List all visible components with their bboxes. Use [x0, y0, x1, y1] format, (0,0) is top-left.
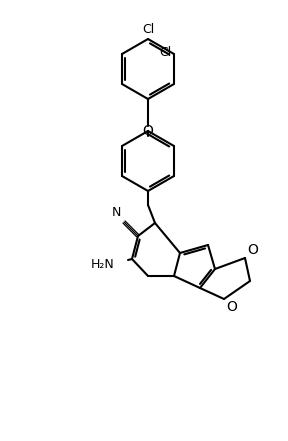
- Text: O: O: [226, 300, 237, 314]
- Text: O: O: [247, 243, 258, 257]
- Text: N: N: [112, 206, 121, 219]
- Text: Cl: Cl: [142, 23, 154, 36]
- Text: O: O: [143, 124, 154, 138]
- Text: Cl: Cl: [160, 46, 172, 60]
- Text: H₂N: H₂N: [90, 258, 114, 270]
